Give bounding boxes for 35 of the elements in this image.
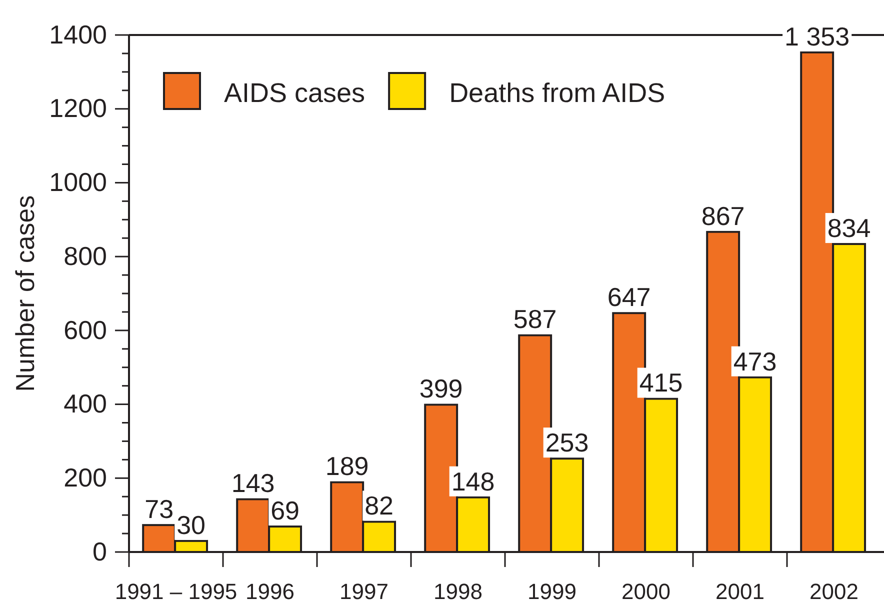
- data-label: 473: [733, 346, 777, 376]
- y-tick-label: 600: [64, 314, 107, 345]
- x-tick-label: 2000: [622, 579, 670, 604]
- data-label: 69: [270, 496, 300, 526]
- data-label: 587: [513, 304, 557, 334]
- data-label: 399: [419, 374, 463, 404]
- data-label: 82: [364, 490, 394, 521]
- data-label: 148: [451, 466, 495, 496]
- x-tick-label: 1996: [246, 579, 294, 604]
- data-label: 867: [701, 200, 745, 231]
- y-tick-label: 1200: [49, 93, 107, 124]
- legend-label: AIDS cases: [224, 78, 366, 108]
- data-label: 30: [176, 510, 206, 540]
- data-label: 253: [545, 428, 589, 458]
- data-label: 834: [827, 213, 871, 244]
- data-label: 189: [325, 451, 369, 482]
- y-tick-label: 200: [64, 462, 107, 492]
- y-tick-label: 1000: [49, 167, 107, 198]
- y-tick-label: 400: [64, 388, 107, 419]
- x-tick-label: 1991 – 1995: [114, 579, 238, 604]
- data-label: 647: [607, 282, 651, 312]
- y-tick-label: 1400: [49, 19, 107, 50]
- data-label: 415: [639, 368, 683, 398]
- x-tick-label: 1999: [528, 579, 576, 604]
- x-tick-label: 2001: [716, 579, 764, 604]
- x-tick-label: 2002: [810, 579, 858, 604]
- data-label: 143: [231, 468, 275, 498]
- y-tick-label: 0: [92, 536, 107, 566]
- x-tick-label: 1998: [434, 579, 482, 604]
- y-axis-title: Number of cases: [10, 195, 40, 392]
- legend-label: Deaths from AIDS: [449, 78, 666, 108]
- data-label: 1 353: [784, 21, 850, 52]
- y-tick-label: 800: [64, 240, 107, 271]
- data-label: 73: [144, 494, 174, 524]
- x-tick-label: 1997: [340, 579, 388, 604]
